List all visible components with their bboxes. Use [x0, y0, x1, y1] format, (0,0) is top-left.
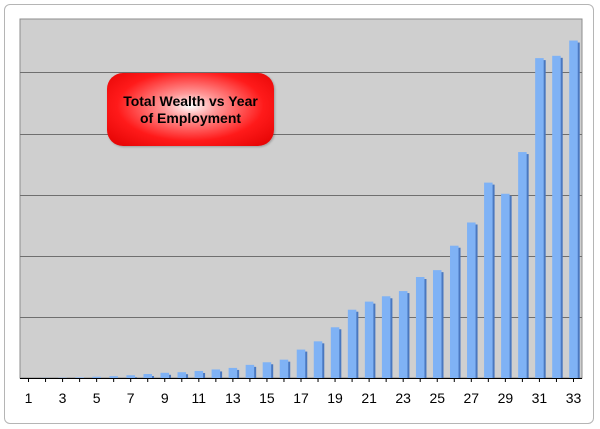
bar-7: [126, 375, 135, 378]
chart-title-box: Total Wealth vs Year of Employment: [107, 73, 274, 146]
bar-13: [228, 367, 238, 378]
bar-5: [92, 376, 101, 378]
bar-11: [194, 370, 204, 378]
x-tick-label: 27: [464, 390, 480, 406]
bar-27: [467, 222, 476, 378]
x-tick-label: 31: [532, 390, 548, 406]
bar-31: [535, 58, 544, 378]
x-tick-label: 25: [429, 390, 445, 406]
bars: [41, 40, 580, 379]
x-tick-labels: 1 3 5 7 9 11 13 15 17 19 21 23 25 27 29 31 33: [25, 378, 582, 406]
x-tick-label: 19: [327, 390, 343, 406]
x-tick-label: 5: [93, 390, 101, 406]
bar-25: [432, 270, 442, 378]
bar-30: [518, 152, 527, 378]
bar-24: [415, 277, 425, 378]
bar-16: [279, 359, 289, 378]
bar-10: [177, 372, 187, 378]
bar-21: [364, 301, 374, 378]
bar-26: [450, 245, 459, 378]
x-tick-label: 7: [127, 390, 135, 406]
x-tick-label: 15: [259, 390, 275, 406]
x-tick-label: 17: [293, 390, 309, 406]
x-tick-label: 33: [566, 390, 582, 406]
x-tick-label: 13: [225, 390, 241, 406]
x-tick-label: 9: [161, 390, 169, 406]
bar-29: [501, 193, 510, 378]
bar-33: [569, 40, 578, 378]
bar-19: [330, 327, 340, 378]
bar-14: [245, 364, 255, 378]
bar-12: [211, 369, 221, 378]
x-tick-label: 21: [361, 390, 377, 406]
bar-28: [484, 182, 493, 378]
bar-32: [552, 55, 561, 379]
bar-15: [262, 362, 272, 378]
bar-9: [160, 372, 170, 378]
bar-22: [381, 296, 391, 378]
bar-17: [296, 349, 306, 378]
x-tick-label: 23: [395, 390, 411, 406]
x-tick-label: 3: [59, 390, 67, 406]
bar-18: [313, 341, 323, 378]
x-tick-label: 11: [192, 390, 207, 406]
bar-20: [347, 309, 357, 378]
chart-title: Total Wealth vs Year of Employment: [123, 92, 258, 126]
bar-4: [75, 377, 84, 378]
bar-6: [109, 376, 118, 378]
bar-23: [398, 291, 408, 378]
x-tick-label: 1: [25, 390, 33, 406]
x-tick-label: 29: [498, 390, 514, 406]
bar-8: [143, 374, 152, 378]
